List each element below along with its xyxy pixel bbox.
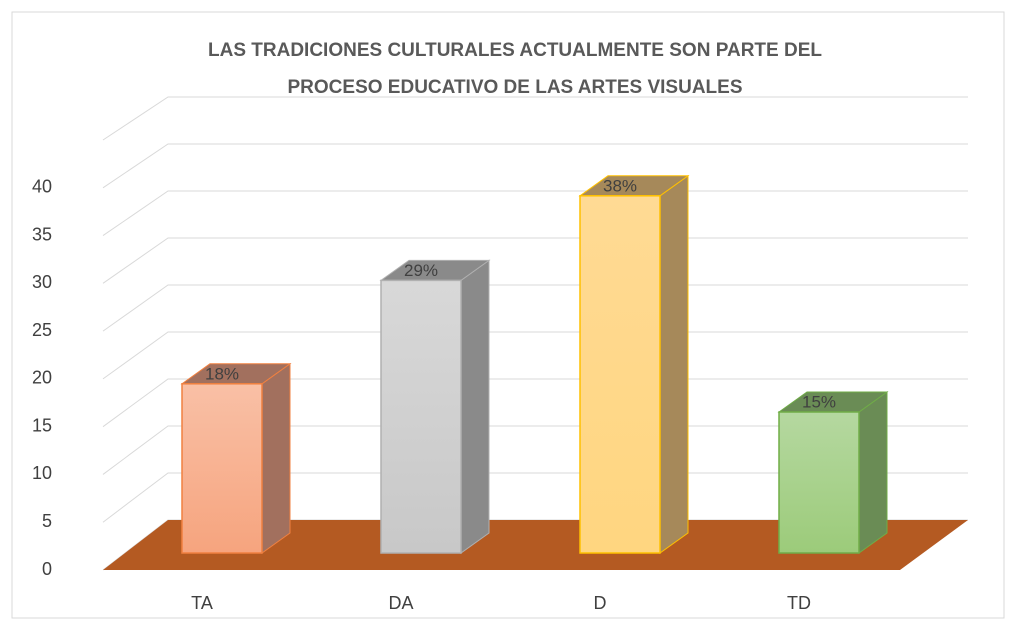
x-tick-label: TA [191, 593, 213, 613]
bar [579, 195, 661, 554]
y-tick-label: 5 [42, 511, 52, 531]
y-tick-label: 20 [32, 368, 52, 388]
bar [380, 279, 462, 554]
bar-side [460, 259, 490, 554]
floor [103, 520, 968, 570]
x-tick-label: TD [787, 593, 811, 613]
y-tick-label: 0 [42, 559, 52, 579]
plot: 18% TA 29% DA 38% D 15% TD [103, 174, 968, 613]
y-tick-label: 30 [32, 272, 52, 292]
bar [181, 383, 263, 554]
bar-side [858, 391, 888, 554]
y-tick-label: 25 [32, 320, 52, 340]
y-tick-label: 35 [32, 224, 52, 244]
chart-title: LAS TRADICIONES CULTURALES ACTUALMENTE S… [208, 40, 822, 61]
grid-line [102, 425, 968, 475]
data-label: 18% [205, 364, 239, 383]
data-label: 29% [404, 261, 438, 280]
data-label: 15% [802, 392, 836, 411]
grid: 0 5 10 15 20 25 30 35 40 [32, 96, 968, 579]
bar [778, 411, 860, 554]
grid-line [102, 237, 968, 284]
chart-title: PROCESO EDUCATIVO DE LAS ARTES VISUALES [288, 77, 743, 98]
grid-line [102, 378, 968, 428]
data-label: 38% [603, 176, 637, 195]
grid-line [102, 472, 968, 523]
grid-line [102, 190, 968, 236]
x-tick-label: D [594, 593, 607, 613]
y-tick-label: 10 [32, 463, 52, 483]
y-tick-label: 40 [32, 177, 52, 197]
grid-line [102, 96, 968, 141]
bar-side [261, 362, 291, 554]
grid-line [102, 331, 968, 380]
grid-line [102, 284, 968, 332]
x-tick-label: DA [388, 593, 413, 613]
grid-line [102, 143, 968, 189]
bar-side [659, 174, 689, 554]
y-tick-label: 15 [32, 415, 52, 435]
